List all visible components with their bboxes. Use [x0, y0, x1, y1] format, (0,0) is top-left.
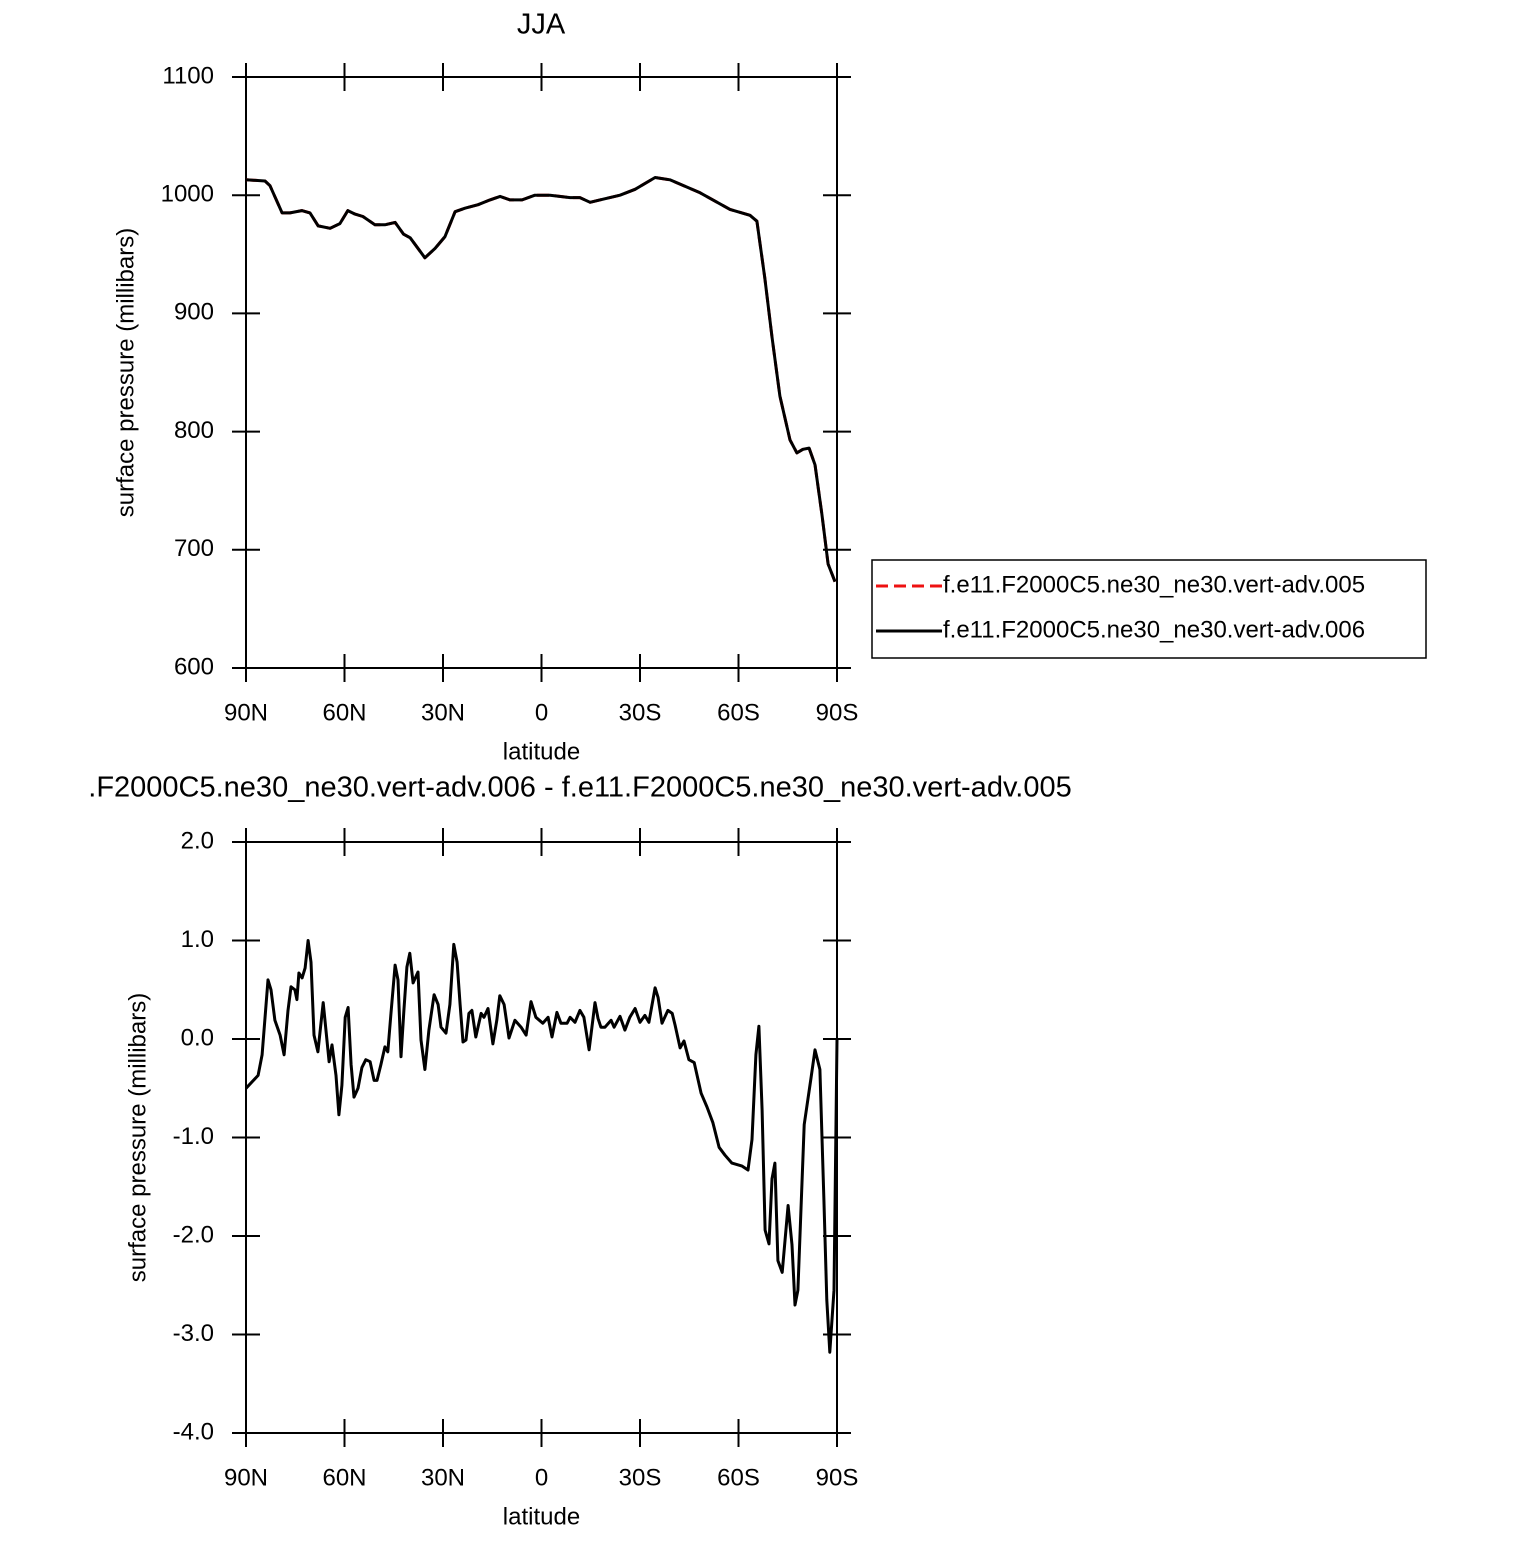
chart-title: .F2000C5.ne30_ne30.vert-adv.006 - f.e11.…: [88, 772, 1071, 804]
x-tick-label: 0: [535, 1464, 548, 1491]
plot-frame: [245, 841, 838, 1434]
x-tick-label: 0: [535, 699, 548, 726]
y-tick-label: -4.0: [173, 1418, 214, 1445]
y-tick-label: 1000: [161, 181, 214, 208]
y-tick-label: 700: [174, 535, 214, 562]
legend-label: f.e11.F2000C5.ne30_ne30.vert-adv.006: [943, 616, 1365, 643]
y-axis-label: surface pressure (millibars): [112, 228, 139, 517]
y-tick-label: -1.0: [173, 1123, 214, 1150]
legend-label: f.e11.F2000C5.ne30_ne30.vert-adv.005: [943, 571, 1365, 598]
y-tick-label: 1.0: [181, 926, 214, 953]
data-line: [244, 939, 839, 1354]
x-tick-label: 60N: [322, 1464, 366, 1491]
y-tick-label: 600: [174, 653, 214, 680]
data-line: [245, 176, 837, 583]
x-axis-label: latitude: [503, 1503, 580, 1530]
x-tick-label: 90S: [816, 699, 859, 726]
y-tick-label: -3.0: [173, 1320, 214, 1347]
x-tick-label: 90S: [816, 1464, 859, 1491]
data-line: [245, 176, 837, 583]
y-tick-label: 1100: [162, 62, 214, 89]
x-tick-label: 90N: [224, 1464, 268, 1491]
x-tick-label: 90N: [224, 699, 268, 726]
x-tick-label: 60S: [717, 699, 760, 726]
x-tick-label: 30S: [619, 1464, 662, 1491]
x-tick-label: 30S: [619, 699, 662, 726]
x-tick-label: 30N: [421, 1464, 465, 1491]
chart-title: JJA: [517, 9, 566, 41]
legend-box: [871, 559, 1427, 659]
plot-frame: [245, 76, 838, 669]
y-tick-label: 2.0: [181, 827, 214, 854]
x-tick-label: 60S: [717, 1464, 760, 1491]
y-tick-label: -2.0: [173, 1221, 214, 1248]
x-axis-label: latitude: [503, 738, 580, 765]
x-tick-label: 30N: [421, 699, 465, 726]
y-axis-label: surface pressure (millibars): [124, 993, 151, 1282]
x-tick-label: 60N: [322, 699, 366, 726]
y-tick-label: 0.0: [181, 1024, 214, 1051]
y-tick-label: 900: [174, 299, 214, 326]
y-tick-label: 800: [174, 417, 214, 444]
